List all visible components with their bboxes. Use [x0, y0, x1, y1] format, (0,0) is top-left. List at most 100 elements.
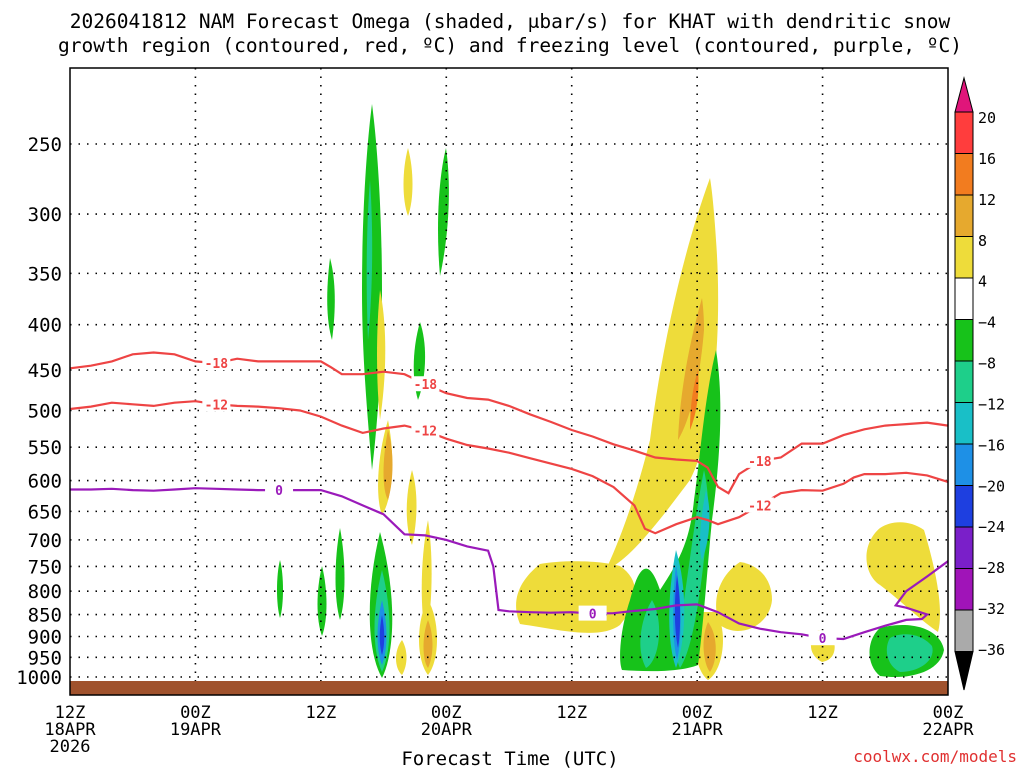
y-tick-label: 550 [28, 437, 62, 459]
omega-cell [678, 298, 704, 440]
omega-cell [640, 600, 660, 668]
x-tick-label: 19APR [170, 720, 222, 740]
contour-label: -18 [205, 357, 229, 372]
y-tick-label: 350 [28, 263, 62, 285]
omega-cell [366, 180, 373, 340]
y-tick-label: 950 [28, 647, 62, 669]
omega-cell [886, 634, 933, 672]
contour-label: -12 [414, 425, 437, 440]
colorbar-segment [954, 277, 974, 320]
colorbar-label: −4 [978, 314, 996, 332]
colorbar-label: −20 [978, 477, 1005, 495]
omega-cell [396, 640, 407, 675]
omega-cell [690, 370, 699, 430]
colorbar-label: 4 [978, 273, 987, 291]
x-tick-label: 00Z [933, 703, 964, 723]
x-tick-label: 12Z [305, 703, 336, 723]
colorbar-label: 12 [978, 191, 996, 209]
chart-title-line2: growth region (contoured, red, ºC) and f… [58, 34, 962, 57]
contour-label-bg [808, 630, 837, 646]
omega-cell [699, 490, 710, 560]
x-tick-label: 12Z [55, 703, 86, 723]
colorbar-bottom-arrow [954, 651, 974, 691]
x-tick-label: 21APR [672, 720, 724, 740]
plot-background [70, 68, 948, 695]
x-tick-label: 00Z [431, 703, 462, 723]
y-tick-label: 400 [28, 315, 62, 337]
colorbar-segment [954, 402, 974, 445]
y-tick-label: 900 [28, 626, 62, 648]
y-tick-label: 1000 [16, 667, 62, 689]
contour-label: -12 [748, 499, 771, 514]
plot-area: -18 -18 -18 -12 -12 -12 0 0 0 [69, 67, 949, 696]
colorbar-segment [954, 360, 974, 403]
contour-label-bg [578, 605, 607, 621]
colorbar-label: −16 [978, 436, 1005, 454]
contour-label: -18 [414, 378, 438, 393]
colorbar-segment [954, 153, 974, 196]
colorbar-segment [954, 443, 974, 486]
colorbar-label: −12 [978, 395, 1005, 413]
x-tick-label: 12Z [807, 703, 838, 723]
x-tick-label: 20APR [421, 720, 473, 740]
colorbar-segment [954, 568, 974, 611]
colorbar: 20 16 12 8 4 −4 −8 −12 −16 −20 −24 −28 −32 −36 [954, 76, 1005, 691]
chart-title-line1: 2026041812 NAM Forecast Omega (shaded, μ… [70, 10, 951, 33]
contour-label-bg [745, 452, 774, 468]
temperature-contours: -18 -18 -18 -12 -12 -12 0 0 0 [69, 351, 949, 647]
omega-cell [317, 566, 327, 636]
omega-cell [277, 560, 283, 618]
omega-cell [379, 615, 385, 655]
y-tick-label: 850 [28, 605, 62, 627]
omega-cell [327, 258, 335, 340]
contour-label: -12 [205, 398, 228, 413]
y-tick-label: 450 [28, 360, 62, 382]
contour-label-bg [202, 396, 231, 412]
x-tick-label: 2026 [50, 737, 91, 757]
omega-cell [674, 575, 681, 648]
y-tick-label: 800 [28, 581, 62, 603]
omega-cell [403, 148, 413, 216]
contour-label-bg [265, 482, 294, 498]
contour-label-bg [411, 422, 440, 438]
colorbar-top-arrow [954, 76, 974, 113]
colorbar-segment [954, 194, 974, 237]
colorbar-label: −36 [978, 641, 1005, 659]
colorbar-segment [954, 111, 974, 154]
contour-line [70, 487, 949, 641]
contour-label: 0 [589, 608, 597, 623]
x-tick-label: 22APR [922, 720, 974, 740]
plot-frame [69, 67, 949, 696]
omega-cell [423, 620, 433, 668]
omega-cell [866, 522, 941, 632]
x-tick-label: 00Z [682, 703, 713, 723]
y-tick-label: 300 [28, 204, 62, 226]
contour-label: 0 [819, 632, 827, 647]
omega-cell [335, 528, 345, 620]
x-axis-label: Forecast Time (UTC) [401, 748, 618, 768]
colorbar-label: −24 [978, 518, 1005, 536]
omega-cell [362, 104, 382, 470]
colorbar-label: 20 [978, 109, 996, 127]
y-tick-label: 250 [28, 134, 62, 156]
contour-label-bg [202, 355, 231, 371]
colorbar-label: −28 [978, 559, 1005, 577]
colorbar-label: 16 [978, 150, 996, 168]
omega-cell [606, 178, 719, 570]
contour-label-bg [745, 497, 774, 513]
y-tick-label: 650 [28, 501, 62, 523]
contour-label: -18 [748, 455, 772, 470]
omega-cell [377, 290, 386, 420]
x-tick-label: 00Z [180, 703, 211, 723]
colorbar-label: −32 [978, 600, 1005, 618]
omega-cell [716, 562, 772, 631]
colorbar-segment [954, 319, 974, 362]
y-axis-ticks: 2503003504004505005506006507007508008509… [16, 134, 62, 689]
colorbar-segment [954, 526, 974, 569]
y-tick-label: 700 [28, 530, 62, 552]
omega-cell [516, 561, 635, 633]
x-tick-label: 12Z [556, 703, 587, 723]
colorbar-label: −8 [978, 355, 996, 373]
